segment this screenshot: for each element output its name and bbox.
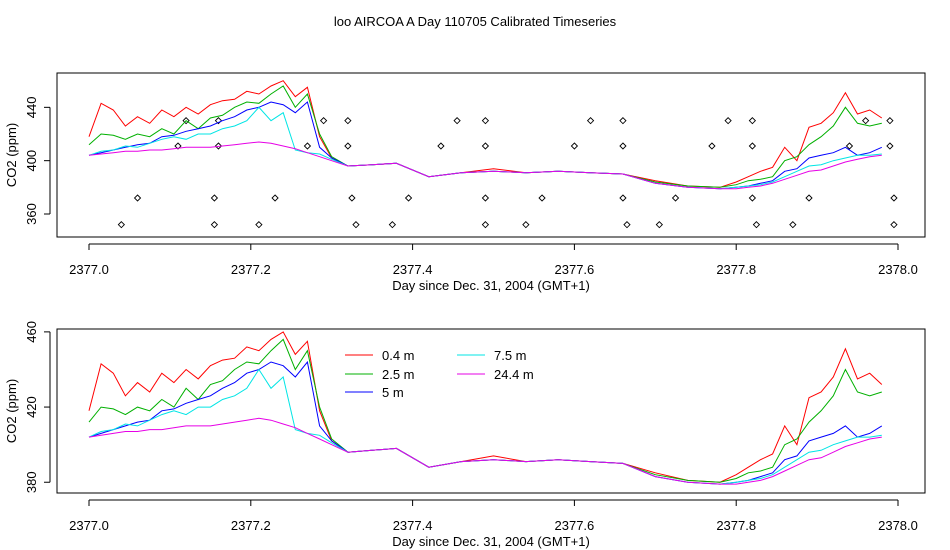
x-tick-label: 2377.8 xyxy=(716,518,756,533)
diamond-point xyxy=(671,194,680,202)
y-tick-label: 400 xyxy=(24,150,39,172)
diamond-point xyxy=(255,221,263,229)
series-line xyxy=(88,338,882,483)
diamond-point xyxy=(133,194,142,202)
diamond-point xyxy=(210,221,219,229)
diamond-point xyxy=(748,117,757,125)
diamond-point xyxy=(303,142,312,150)
x-tick-label: 2377.0 xyxy=(69,518,109,533)
diamond-point xyxy=(886,117,894,125)
diamond-point xyxy=(789,221,797,229)
diamond-point xyxy=(174,142,182,150)
x-axis-label: Day since Dec. 31, 2004 (GMT+1) xyxy=(392,534,590,549)
y-axis-label: CO2 (ppm) xyxy=(4,123,19,187)
series-line xyxy=(88,141,882,190)
y-tick-label: 440 xyxy=(24,96,39,118)
diamond-point xyxy=(182,117,190,125)
diamond-point xyxy=(271,194,279,202)
legend-label: 7.5 m xyxy=(494,348,527,363)
diamond-point xyxy=(344,142,352,150)
diamond-point xyxy=(845,142,854,150)
x-tick-label: 2377.2 xyxy=(231,518,271,533)
series-line xyxy=(88,417,882,485)
x-tick-label: 2377.0 xyxy=(69,262,109,277)
diamond-point xyxy=(862,117,870,125)
x-tick-label: 2377.8 xyxy=(716,262,756,277)
upper-panel: CO2 (ppm) Day since Dec. 31, 2004 (GMT+1… xyxy=(4,72,926,293)
y-tick-label: 360 xyxy=(24,203,39,225)
x-tick-label: 2377.6 xyxy=(555,518,595,533)
series-line xyxy=(88,101,883,190)
diamond-point xyxy=(117,221,125,229)
diamond-point xyxy=(214,117,223,125)
diamond-point xyxy=(214,142,223,150)
legend: 0.4 m 2.5 m 5 m 7.5 m 24.4 m xyxy=(345,348,534,400)
diamond-point xyxy=(724,117,732,125)
diamond-point xyxy=(805,194,813,202)
y-tick-label: 420 xyxy=(24,396,39,418)
diamond-point xyxy=(481,142,490,150)
diamond-point xyxy=(453,117,461,125)
diamond-point xyxy=(437,142,445,150)
diamond-point xyxy=(586,117,595,125)
series-line xyxy=(88,106,882,190)
lower-panel: CO2 (ppm) Day since Dec. 31, 2004 (GMT+1… xyxy=(4,321,926,549)
x-tick-label: 2377.4 xyxy=(393,262,433,277)
diamond-point xyxy=(752,221,761,229)
y-tick-label: 460 xyxy=(24,321,39,343)
page-title: loo AIRCOA A Day 110705 Calibrated Times… xyxy=(334,14,617,29)
tick-group: 2377.0 2377.2 2377.4 2377.6 2377.8 2378.0 360 4… xyxy=(24,96,918,277)
legend-label: 2.5 m xyxy=(382,367,415,382)
diamond-point xyxy=(538,194,546,202)
tick-group: 2377.0 2377.2 2377.4 2377.6 2377.8 2378.0 380 4… xyxy=(24,321,918,533)
diamond-point xyxy=(481,194,490,202)
diamond-point xyxy=(708,142,716,150)
series-line xyxy=(88,368,882,485)
x-tick-label: 2377.4 xyxy=(393,518,433,533)
diamond-point xyxy=(404,194,413,202)
diamond-point xyxy=(522,221,530,229)
legend-label: 0.4 m xyxy=(382,348,415,363)
plot-frame xyxy=(56,72,926,238)
x-tick-label: 2378.0 xyxy=(878,518,918,533)
plot-frame xyxy=(56,328,926,494)
diamond-point xyxy=(655,221,663,229)
y-axis-label: CO2 (ppm) xyxy=(4,379,19,443)
x-axis-label: Day since Dec. 31, 2004 (GMT+1) xyxy=(392,278,590,293)
diamond-point xyxy=(890,194,898,202)
diamond-point xyxy=(319,117,328,125)
diamond-point xyxy=(344,117,352,125)
diamond-point xyxy=(748,194,757,202)
diamond-point xyxy=(348,194,356,202)
x-tick-label: 2378.0 xyxy=(878,262,918,277)
series-group xyxy=(88,80,883,190)
diamond-point xyxy=(210,194,219,202)
diamond-point xyxy=(388,221,397,229)
diamond-point xyxy=(619,117,627,125)
series-line xyxy=(88,360,883,485)
scatter-group xyxy=(117,117,898,229)
diamond-point xyxy=(481,117,490,125)
diamond-point xyxy=(481,221,490,229)
diamond-point xyxy=(619,194,627,202)
series-group xyxy=(88,331,883,485)
x-tick-label: 2377.2 xyxy=(231,262,271,277)
x-tick-label: 2377.6 xyxy=(555,262,595,277)
diamond-point xyxy=(619,142,627,150)
diamond-point xyxy=(748,142,757,150)
diamond-point xyxy=(886,142,894,150)
diamond-point xyxy=(623,221,631,229)
diamond-point xyxy=(352,221,360,229)
legend-label: 5 m xyxy=(382,385,404,400)
y-tick-label: 380 xyxy=(24,471,39,493)
diamond-point xyxy=(570,142,579,150)
legend-label: 24.4 m xyxy=(494,367,534,382)
diamond-point xyxy=(890,221,898,229)
